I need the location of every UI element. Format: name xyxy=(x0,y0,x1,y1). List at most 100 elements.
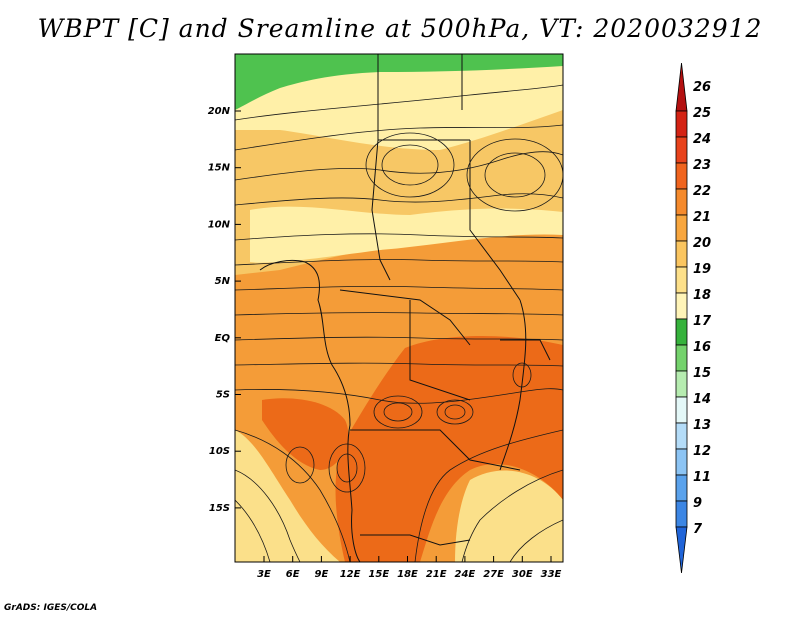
vortex xyxy=(484,152,546,198)
colorbar-label: 21 xyxy=(693,210,711,225)
streamline xyxy=(235,469,301,562)
colorbar-swatch xyxy=(675,266,688,294)
lat-label: 10S xyxy=(209,446,230,457)
colorbar: 26 25 24 23 22 21 20 19 18 17 16 15 14 13 12 11 9 7 xyxy=(675,62,712,574)
border-line xyxy=(409,300,471,401)
colorbar-swatch xyxy=(675,214,688,242)
colorbar-label: 22 xyxy=(693,184,711,199)
borders xyxy=(259,54,551,562)
streamline xyxy=(235,388,563,404)
region-light-band-north xyxy=(235,62,563,150)
colorbar-label: 20 xyxy=(693,236,711,251)
streamline xyxy=(235,285,563,291)
lat-label: 15N xyxy=(208,163,231,174)
vortex xyxy=(383,402,413,422)
colorbar-label: 9 xyxy=(693,496,702,511)
colorbar-swatch xyxy=(675,240,688,268)
colorbar-label: 14 xyxy=(693,392,711,407)
colorbar-label: 11 xyxy=(693,470,711,485)
colorbar-label: 26 xyxy=(693,80,711,95)
border-line xyxy=(499,299,527,471)
colorbar-label: 15 xyxy=(693,366,711,381)
border-line xyxy=(500,339,551,361)
lon-label: 30E xyxy=(512,569,533,580)
colorbar-swatch xyxy=(675,448,688,476)
streamline xyxy=(235,84,563,121)
colorbar-swatch xyxy=(675,188,688,216)
credit-text: GrADS: IGES/COLA xyxy=(4,603,98,613)
region-pale-southeast xyxy=(455,470,563,562)
vortex xyxy=(381,144,439,186)
border-line xyxy=(371,139,391,281)
colorbar-label: 13 xyxy=(693,418,711,433)
lon-label: 33E xyxy=(541,569,562,580)
lat-label: EQ xyxy=(215,333,231,344)
vortex xyxy=(373,395,423,429)
streamline xyxy=(461,469,563,562)
lon-label: 9E xyxy=(315,569,329,580)
streamlines xyxy=(235,84,563,562)
colorbar-label: 19 xyxy=(693,262,711,277)
lat-label: 15S xyxy=(209,503,230,514)
colorbar-label: 18 xyxy=(693,288,711,303)
vortex xyxy=(336,453,358,483)
colorbar-swatch xyxy=(675,136,688,164)
streamline xyxy=(235,193,563,206)
vortex xyxy=(444,404,466,420)
vortex xyxy=(436,399,474,425)
vortex xyxy=(466,138,563,212)
lon-labels: 3E 6E 9E 12E 15E 18E 21E 24E 27E 30E 33E xyxy=(257,556,562,580)
colorbar-swatch xyxy=(675,292,688,320)
colorbar-swatch xyxy=(675,110,688,138)
colorbar-swatch xyxy=(675,474,688,502)
streamline xyxy=(235,499,271,562)
streamline xyxy=(509,519,563,562)
lon-label: 21E xyxy=(426,569,447,580)
coastline xyxy=(259,259,361,562)
streamline xyxy=(235,429,351,562)
map-field xyxy=(235,54,563,562)
streamline xyxy=(235,259,563,266)
colorbar-bottom-arrow xyxy=(675,526,688,574)
colorbar-label: 7 xyxy=(693,522,703,537)
region-dark-orange-west xyxy=(262,398,349,470)
streamline xyxy=(235,362,563,367)
lon-label: 3E xyxy=(257,569,271,580)
colorbar-swatch xyxy=(675,162,688,190)
region-dark-orange-south xyxy=(335,335,563,562)
colorbar-label: 12 xyxy=(693,444,711,459)
colorbar-swatch xyxy=(675,344,688,372)
colorbar-label: 23 xyxy=(693,158,711,173)
lat-label: 10N xyxy=(208,219,231,230)
border-line xyxy=(339,289,471,346)
lon-label: 12E xyxy=(340,569,361,580)
colorbar-label: 25 xyxy=(693,106,711,121)
vortex xyxy=(365,132,455,198)
lon-label: 15E xyxy=(368,569,389,580)
border-line xyxy=(469,140,521,301)
map-frame xyxy=(234,53,564,563)
streamline xyxy=(235,336,563,341)
streamline xyxy=(235,233,563,241)
vortex xyxy=(328,443,366,493)
border-line xyxy=(350,429,521,471)
streamline xyxy=(414,429,563,562)
lat-label: 5N xyxy=(215,276,231,287)
lon-label: 24E xyxy=(455,569,476,580)
colorbar-label: 24 xyxy=(693,132,711,147)
vortex xyxy=(285,446,315,484)
streamline xyxy=(235,151,563,181)
lat-label: 20N xyxy=(208,106,231,117)
border-line xyxy=(360,534,471,546)
region-pale-southwest xyxy=(235,430,340,562)
vortices xyxy=(285,132,563,493)
lat-labels: 20N 15N 10N 5N EQ 5S 10S 15S xyxy=(208,106,241,514)
colorbar-swatch xyxy=(675,396,688,424)
region-green-north xyxy=(235,54,563,110)
lon-label: 6E xyxy=(286,569,300,580)
streamline xyxy=(235,124,563,151)
colorbar-swatch xyxy=(675,370,688,398)
lat-label: 5S xyxy=(216,390,230,401)
colorbar-swatch xyxy=(675,318,688,346)
